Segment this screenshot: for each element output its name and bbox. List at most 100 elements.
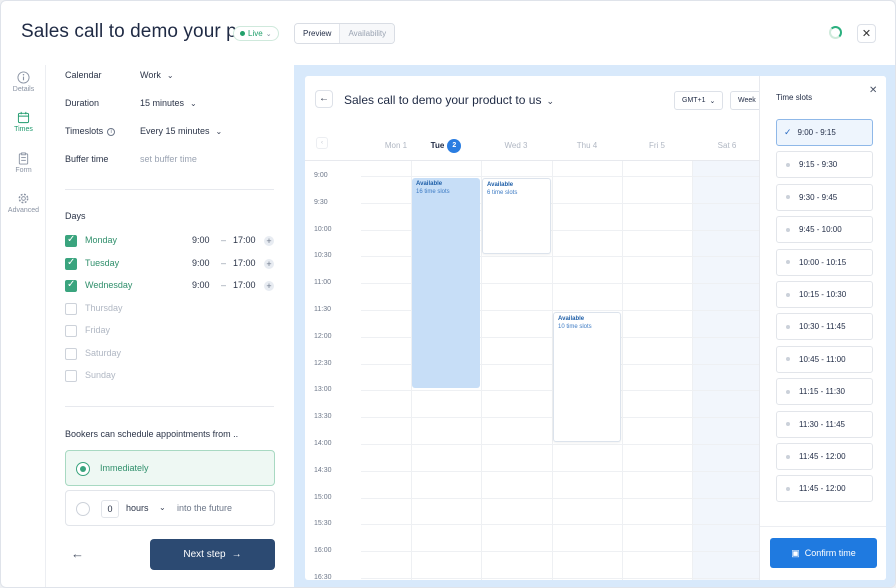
close-icon[interactable]: ✕ [869, 85, 878, 96]
availability-block[interactable]: Available 10 time slots [553, 312, 621, 442]
day-end-time[interactable]: 17:00 [233, 258, 256, 268]
timeslots-label-text: Timeslots [65, 126, 104, 136]
time-slot-button[interactable]: 11:45 - 12:00 [776, 443, 873, 470]
day-checkbox[interactable] [65, 348, 77, 360]
rail-item-details[interactable]: Details [1, 71, 46, 93]
time-slot-button[interactable]: 11:45 - 12:00 [776, 475, 873, 503]
arrow-right-icon: → [231, 549, 242, 560]
time-slot-button[interactable]: 9:45 - 10:00 [776, 216, 873, 244]
dot-icon [786, 454, 790, 459]
day-checkbox[interactable] [65, 234, 77, 247]
rail-item-form[interactable]: Form [1, 152, 46, 174]
day-name: Saturday [85, 348, 122, 358]
grid-line [361, 444, 761, 445]
day-start-time[interactable]: 9:00 [192, 258, 210, 268]
grid-line [361, 524, 761, 526]
view-select[interactable]: Week [730, 91, 764, 110]
rail-item-times[interactable]: Times [1, 111, 46, 133]
next-step-label: Next step [183, 549, 226, 560]
tab-preview[interactable]: Preview [295, 24, 341, 43]
timeslots-value: Every 15 minutes [140, 126, 210, 136]
day-end-time[interactable]: 17:00 [233, 235, 256, 245]
back-button[interactable]: ← [315, 90, 333, 108]
buffer-input[interactable]: set buffer time [140, 154, 197, 164]
time-slot-button[interactable]: 10:15 - 10:30 [776, 281, 873, 308]
view-value: Week [738, 97, 756, 104]
day-checkbox[interactable] [65, 303, 77, 315]
chevron-down-icon: ⌄ [546, 96, 554, 106]
day-checkbox[interactable] [65, 325, 77, 337]
time-slot-label: 10:00 - 10:15 [799, 257, 847, 267]
status-badge[interactable]: Live ⌄ [233, 26, 279, 41]
radio-button[interactable] [76, 502, 90, 516]
tab-availability[interactable]: Availability [340, 24, 395, 43]
grid-column-line [481, 161, 482, 580]
calendar-select[interactable]: Work ⌄ [140, 70, 174, 80]
timeslots-label: Timeslots i [65, 126, 116, 136]
day-start-time[interactable]: 9:00 [192, 235, 210, 245]
availability-block[interactable]: Available 6 time slots [482, 178, 551, 255]
time-slot-button[interactable]: 11:15 - 11:30 [776, 378, 873, 406]
chevron-down-icon: ⌄ [215, 126, 223, 136]
time-slot-button[interactable]: 10:45 - 11:00 [776, 345, 873, 373]
next-step-button[interactable]: Next step → [150, 539, 275, 570]
dot-icon [786, 324, 790, 329]
hours-input[interactable]: 0 [101, 500, 119, 518]
chevron-down-icon[interactable]: ⌄ [159, 503, 166, 512]
plus-icon[interactable]: + [264, 281, 274, 291]
time-slots-title: Time slots [776, 93, 813, 102]
time-slot-button[interactable]: ✓ 9:00 - 9:15 [776, 119, 873, 146]
time-label: 14:30 [314, 466, 332, 474]
back-arrow-icon[interactable]: ← [71, 546, 84, 561]
day-checkbox[interactable] [65, 257, 77, 270]
page-title: Sales call to demo your p... [21, 21, 253, 42]
day-header-tue: Tue 2 [411, 131, 481, 161]
day-row-sunday: Sunday [65, 369, 285, 383]
status-badge-label: Live [248, 29, 263, 38]
time-label: 14:00 [314, 440, 332, 447]
divider [65, 189, 274, 190]
grid-line [361, 551, 761, 553]
timeslots-select[interactable]: Every 15 minutes ⌄ [140, 126, 222, 136]
hours-unit-select[interactable]: hours [126, 503, 149, 513]
duration-label: Duration [65, 98, 100, 108]
day-start-time[interactable]: 9:00 [192, 280, 210, 290]
time-slot-button[interactable]: 10:30 - 11:45 [776, 313, 873, 341]
close-icon: ✕ [861, 28, 872, 40]
grid-line [361, 176, 761, 177]
time-slot-button[interactable]: 9:30 - 9:45 [776, 183, 873, 211]
day-dash: – [221, 235, 227, 245]
availability-block[interactable]: Available 16 time slots [412, 178, 480, 389]
timezone-select[interactable]: GMT+1 ⌄ [674, 91, 724, 110]
side-rail: Details Times Form Advanced [1, 65, 46, 587]
chevron-left-icon[interactable]: ‹ [316, 137, 328, 149]
info-icon[interactable]: i [107, 127, 116, 136]
time-label: 10:30 [314, 252, 332, 260]
grid-line [361, 578, 761, 579]
calendar-title[interactable]: Sales call to demo your product to us ⌄ [344, 93, 554, 107]
day-checkbox[interactable] [65, 279, 77, 292]
grid-line [361, 310, 761, 311]
confirm-time-button[interactable]: ▣ Confirm time [770, 538, 877, 568]
dot-icon [786, 162, 790, 167]
day-checkbox[interactable] [65, 370, 77, 382]
rail-item-label: Form [15, 167, 32, 174]
duration-select[interactable]: 15 minutes ⌄ [140, 98, 197, 108]
time-slot-button[interactable]: 9:15 - 9:30 [776, 151, 873, 179]
option-hours-future[interactable]: 0 hours ⌄ into the future [65, 490, 275, 526]
dot-icon [786, 422, 790, 427]
info-icon [17, 71, 30, 84]
time-slot-button[interactable]: 11:30 - 11:45 [776, 410, 873, 438]
time-slot-label: 11:30 - 11:45 [799, 419, 845, 429]
time-slot-button[interactable]: 10:00 - 10:15 [776, 248, 873, 276]
close-button[interactable]: ✕ [857, 24, 876, 43]
plus-icon[interactable]: + [264, 259, 274, 269]
plus-icon[interactable]: + [264, 236, 274, 246]
day-header-sat: Sat 6 [717, 141, 737, 150]
rail-item-advanced[interactable]: Advanced [1, 192, 46, 214]
day-end-time[interactable]: 17:00 [233, 280, 256, 290]
radio-button[interactable] [76, 462, 90, 476]
time-slot-label: 9:00 - 9:15 [797, 128, 836, 137]
option-immediately[interactable]: Immediately [65, 450, 275, 486]
loading-spinner-icon [829, 26, 842, 39]
